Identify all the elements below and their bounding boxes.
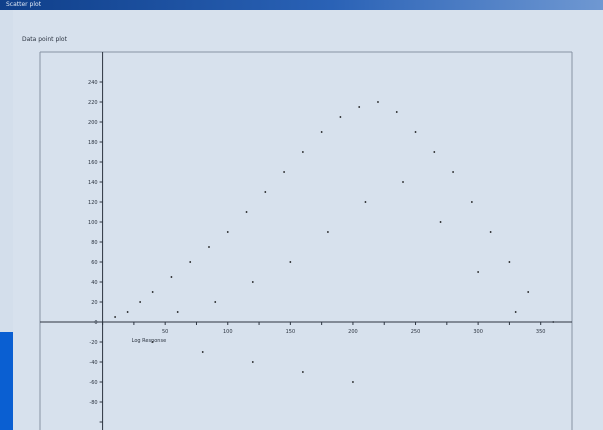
- x-axis-title: Log Response: [132, 338, 167, 344]
- y-tick-label: -60: [89, 380, 97, 386]
- data-point: [339, 116, 342, 118]
- x-tick-label: 50: [162, 329, 168, 335]
- y-tick-label: 100: [88, 220, 98, 226]
- y-axis: -80 -60 -40 -20 0 20 40 60 80 100 120 140 160 180 200 2…: [88, 52, 104, 430]
- y-axis-tick-labels: -80 -60 -40 -20 0 20 40 60 80 100 120 140 160 180 200 2…: [88, 80, 98, 406]
- data-point: [289, 261, 292, 263]
- data-point: [358, 106, 361, 108]
- y-tick-label: 80: [91, 240, 97, 246]
- plot-window: [13, 10, 603, 430]
- data-point: [201, 351, 204, 353]
- scatter-points-group: [114, 101, 555, 383]
- x-tick-label: 300: [473, 329, 483, 335]
- y-tick-label: 20: [91, 300, 97, 306]
- x-axis: 50 100 150 200 250 300 350 Log Response: [40, 321, 572, 344]
- x-tick-label: 150: [286, 329, 296, 335]
- data-point: [214, 301, 217, 303]
- data-point: [508, 261, 511, 263]
- data-point: [208, 246, 210, 248]
- data-point: [352, 381, 354, 383]
- y-tick-label: -20: [89, 340, 97, 346]
- data-point: [414, 131, 417, 133]
- y-tick-label: -80: [89, 400, 97, 406]
- data-point: [151, 341, 154, 343]
- y-tick-label: 160: [88, 160, 98, 166]
- data-point: [364, 201, 367, 203]
- side-accent-bar: [0, 332, 13, 430]
- y-axis-ticks: [99, 81, 103, 423]
- data-point: [452, 171, 454, 173]
- panel-title: Data point plot: [22, 36, 67, 43]
- data-point: [189, 261, 192, 263]
- data-point: [395, 111, 398, 113]
- data-point: [126, 311, 129, 313]
- data-point: [301, 151, 304, 153]
- x-tick-label: 200: [348, 329, 358, 335]
- y-tick-label: 40: [91, 280, 97, 286]
- data-point: [264, 191, 267, 193]
- data-point: [439, 221, 442, 223]
- window-title: Scatter plot: [6, 1, 42, 8]
- y-tick-label: 220: [88, 100, 98, 106]
- data-point: [114, 316, 117, 318]
- data-point: [251, 361, 254, 363]
- data-point: [226, 231, 229, 233]
- y-tick-label: 0: [94, 320, 97, 326]
- data-point: [301, 371, 304, 373]
- data-point: [477, 271, 480, 273]
- data-point: [251, 281, 254, 283]
- data-point: [170, 276, 173, 278]
- y-tick-label: 140: [88, 180, 98, 186]
- x-tick-label: 250: [411, 329, 421, 335]
- y-tick-label: 240: [88, 80, 98, 86]
- data-point: [527, 291, 530, 293]
- data-point: [433, 151, 436, 153]
- data-point: [377, 101, 379, 103]
- data-point: [139, 301, 142, 303]
- x-tick-label: 350: [536, 329, 546, 335]
- data-point: [470, 201, 473, 203]
- data-point: [176, 311, 179, 313]
- data-point: [283, 171, 285, 173]
- data-point: [489, 231, 492, 233]
- data-point: [514, 311, 517, 313]
- data-point: [327, 231, 329, 233]
- data-point: [245, 211, 248, 213]
- y-tick-label: 60: [91, 260, 97, 266]
- x-axis-tick-labels: 50 100 150 200 250 300 350: [162, 329, 545, 335]
- y-tick-label: 120: [88, 200, 98, 206]
- y-tick-label: 200: [88, 120, 98, 126]
- y-tick-label: 180: [88, 140, 98, 146]
- data-point: [402, 181, 404, 183]
- x-tick-label: 100: [223, 329, 233, 335]
- data-point: [151, 291, 154, 293]
- y-tick-label: -40: [89, 360, 97, 366]
- title-bar: Scatter plot: [0, 0, 603, 10]
- data-point: [320, 131, 323, 133]
